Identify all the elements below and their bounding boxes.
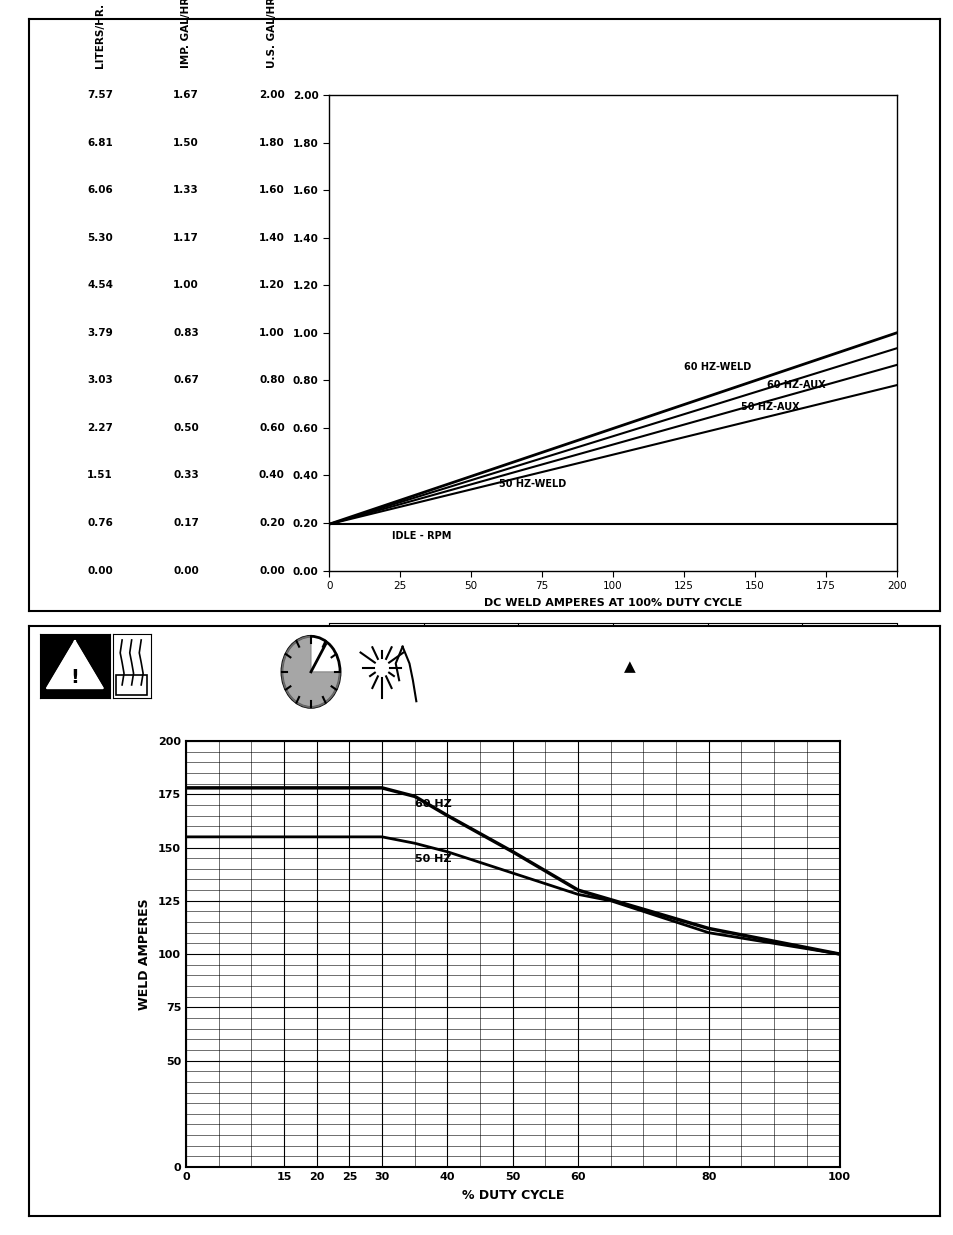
- Text: 2.27: 2.27: [87, 422, 113, 433]
- Text: !: !: [71, 668, 79, 687]
- Text: 1.00: 1.00: [259, 327, 284, 338]
- Text: 1.20: 1.20: [259, 280, 284, 290]
- Text: IDLE - RPM: IDLE - RPM: [391, 531, 451, 541]
- Text: LITERS/HR.: LITERS/HR.: [95, 2, 105, 68]
- Text: 5.30: 5.30: [88, 232, 112, 243]
- Text: 0.50: 0.50: [173, 422, 198, 433]
- Text: 0.76: 0.76: [87, 517, 113, 529]
- Text: U.S. GAL/HR.: U.S. GAL/HR.: [267, 0, 276, 68]
- Text: 50 HZ: 50 HZ: [415, 853, 451, 864]
- Text: 1.60: 1.60: [259, 185, 284, 195]
- Text: 0.67: 0.67: [172, 375, 199, 385]
- Text: 0.00: 0.00: [88, 566, 112, 576]
- Text: 1.17: 1.17: [172, 232, 199, 243]
- Text: 0.17: 0.17: [172, 517, 199, 529]
- Text: 60 HZ: 60 HZ: [415, 799, 451, 809]
- Text: 7.57: 7.57: [87, 90, 113, 100]
- Text: 1.80: 1.80: [259, 137, 284, 148]
- Text: 6.81: 6.81: [88, 137, 112, 148]
- Text: 1.67: 1.67: [172, 90, 199, 100]
- X-axis label: POWER KVA AT 100% DUTY CYCLE: POWER KVA AT 100% DUTY CYCLE: [506, 650, 719, 659]
- Polygon shape: [282, 636, 339, 708]
- Text: 0.33: 0.33: [173, 471, 198, 480]
- Text: 1.40: 1.40: [258, 232, 285, 243]
- Text: 50 HZ-AUX: 50 HZ-AUX: [740, 401, 799, 411]
- Bar: [116, 676, 147, 694]
- Text: 60 HZ-AUX: 60 HZ-AUX: [766, 380, 825, 390]
- Text: 2.00: 2.00: [259, 90, 284, 100]
- Text: 0.20: 0.20: [259, 517, 284, 529]
- Polygon shape: [47, 641, 103, 688]
- X-axis label: % DUTY CYCLE: % DUTY CYCLE: [461, 1189, 563, 1202]
- Text: 1.50: 1.50: [173, 137, 198, 148]
- Text: 3.79: 3.79: [88, 327, 112, 338]
- Text: 50 HZ-WELD: 50 HZ-WELD: [498, 478, 566, 489]
- Text: ▲: ▲: [623, 659, 635, 674]
- Text: 0.40: 0.40: [258, 471, 285, 480]
- Text: 1.00: 1.00: [173, 280, 198, 290]
- Text: 0.00: 0.00: [259, 566, 284, 576]
- Text: 4.54: 4.54: [87, 280, 113, 290]
- Y-axis label: WELD AMPERES: WELD AMPERES: [138, 898, 151, 1010]
- Text: 6.06: 6.06: [88, 185, 112, 195]
- Text: 0.80: 0.80: [259, 375, 284, 385]
- Text: 60 HZ-WELD: 60 HZ-WELD: [683, 362, 750, 372]
- Text: 3.03: 3.03: [88, 375, 112, 385]
- X-axis label: DC WELD AMPERES AT 100% DUTY CYCLE: DC WELD AMPERES AT 100% DUTY CYCLE: [483, 598, 741, 608]
- Text: IMP. GAL/HR.: IMP. GAL/HR.: [181, 0, 191, 68]
- Text: 1.33: 1.33: [173, 185, 198, 195]
- Text: 0.83: 0.83: [173, 327, 198, 338]
- Text: 0.00: 0.00: [173, 566, 198, 576]
- Text: 1.51: 1.51: [88, 471, 112, 480]
- Text: 0.60: 0.60: [259, 422, 284, 433]
